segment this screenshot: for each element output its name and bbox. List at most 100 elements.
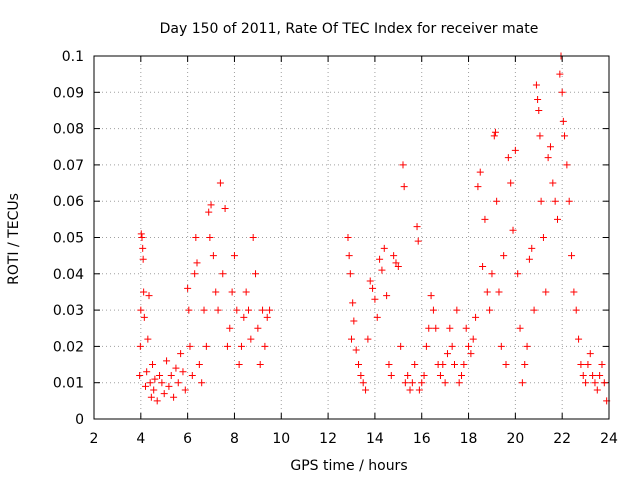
data-point-marker	[518, 379, 526, 387]
data-point-marker	[259, 306, 267, 314]
data-point-marker	[362, 386, 370, 394]
data-point-marker	[497, 342, 505, 350]
data-point-marker	[390, 252, 398, 260]
data-point-marker	[140, 313, 148, 321]
data-point-marker	[525, 255, 533, 263]
data-point-marker	[427, 292, 435, 300]
data-point-marker	[198, 379, 206, 387]
data-point-marker	[493, 197, 501, 205]
data-point-marker	[572, 306, 580, 314]
data-point-marker	[521, 361, 529, 369]
data-point-marker	[209, 252, 217, 260]
y-axis-title: ROTI / TECUs	[6, 193, 22, 285]
data-point-marker	[348, 335, 355, 343]
data-point-marker	[577, 361, 585, 369]
data-point-marker	[385, 361, 393, 369]
data-point-marker	[532, 81, 540, 89]
data-point-marker	[261, 342, 269, 350]
data-point-marker	[491, 128, 499, 136]
data-point-marker	[216, 179, 224, 187]
data-point-marker	[486, 306, 494, 314]
data-point-marker	[256, 361, 264, 369]
data-point-marker	[542, 288, 550, 296]
data-point-marker	[346, 270, 354, 278]
x-tick-label: 22	[553, 431, 571, 447]
data-point-marker	[387, 371, 395, 379]
data-point-marker	[535, 106, 543, 114]
data-point-marker	[458, 371, 466, 379]
data-point-marker	[344, 234, 352, 241]
data-points	[136, 52, 611, 405]
x-tick-label: 10	[272, 431, 290, 447]
data-point-marker	[179, 368, 187, 376]
data-point-marker	[383, 292, 391, 300]
data-point-marker	[151, 375, 159, 383]
data-point-marker	[172, 364, 180, 372]
data-point-marker	[145, 292, 153, 300]
data-point-marker	[479, 263, 487, 271]
data-point-marker	[546, 143, 554, 151]
data-point-marker	[401, 379, 409, 387]
data-point-marker	[205, 208, 213, 216]
x-tick-label: 8	[230, 431, 239, 447]
x-tick-label: 2	[90, 431, 99, 447]
data-point-marker	[429, 306, 437, 314]
data-point-marker	[586, 350, 594, 358]
data-point-marker	[137, 230, 145, 238]
data-point-marker	[556, 70, 564, 78]
data-point-marker	[137, 306, 145, 314]
data-point-marker	[411, 361, 419, 369]
data-point-marker	[488, 270, 496, 278]
data-point-marker	[474, 183, 482, 191]
data-point-marker	[415, 386, 423, 394]
data-point-marker	[143, 368, 151, 376]
data-point-marker	[399, 161, 407, 169]
data-point-marker	[514, 270, 522, 278]
data-point-marker	[469, 335, 477, 343]
data-point-marker	[373, 313, 381, 321]
data-point-marker	[233, 306, 241, 314]
data-point-marker	[165, 382, 173, 390]
data-point-marker	[138, 234, 146, 241]
data-point-marker	[432, 324, 440, 332]
data-point-marker	[263, 313, 271, 321]
x-tick-label: 4	[136, 431, 145, 447]
data-point-marker	[582, 379, 590, 387]
data-point-marker	[394, 263, 402, 271]
y-tick-label: 0.05	[53, 231, 84, 247]
data-point-marker	[549, 179, 557, 187]
x-axis-title: GPS time / hours	[290, 458, 407, 474]
data-point-marker	[150, 386, 158, 394]
data-point-marker	[500, 252, 508, 260]
data-point-marker	[139, 255, 147, 263]
data-point-marker	[530, 306, 538, 314]
data-point-marker	[436, 371, 444, 379]
data-point-marker	[144, 335, 152, 343]
data-point-marker	[226, 324, 234, 332]
data-point-marker	[451, 361, 458, 369]
data-point-marker	[200, 306, 208, 314]
data-point-marker	[147, 393, 155, 401]
data-point-marker	[184, 284, 192, 292]
data-point-marker	[364, 335, 372, 343]
data-point-marker	[170, 393, 178, 401]
data-point-marker	[420, 371, 428, 379]
y-tick-label: 0.06	[53, 194, 84, 210]
data-point-marker	[408, 379, 416, 387]
data-point-marker	[472, 313, 480, 321]
data-point-marker	[188, 371, 196, 379]
y-tick-label: 0.09	[53, 85, 84, 101]
data-point-marker	[404, 371, 412, 379]
data-point-marker	[462, 324, 470, 332]
data-point-marker	[481, 215, 489, 223]
x-tick-label: 16	[413, 431, 431, 447]
data-point-marker	[598, 361, 606, 369]
data-point-marker	[490, 132, 498, 140]
data-point-marker	[359, 379, 367, 387]
data-point-marker	[355, 361, 363, 369]
data-point-marker	[502, 361, 510, 369]
data-point-marker	[380, 244, 388, 252]
data-point-marker	[476, 168, 484, 176]
y-tick-label: 0	[75, 412, 84, 428]
